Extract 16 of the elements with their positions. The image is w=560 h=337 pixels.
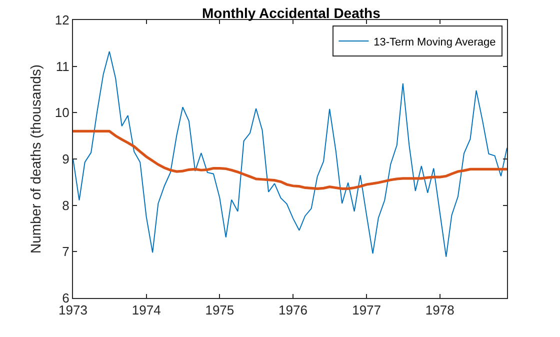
chart-title: Monthly Accidental Deaths	[202, 5, 381, 22]
y-tick-label: 7	[62, 244, 70, 260]
x-tick-label: 1977	[352, 302, 382, 318]
line-series	[73, 51, 507, 258]
y-tick-label: 8	[62, 198, 70, 213]
y-tick-label: 9	[62, 152, 70, 167]
x-tick-label: 1975	[205, 302, 234, 318]
y-tick-label: 10	[54, 105, 70, 120]
y-tick-label: 11	[56, 58, 70, 74]
x-tick-label: 1978	[425, 302, 454, 318]
y-tick-label: 12	[54, 12, 70, 28]
y-axis-title: Number of deaths (thousands)	[28, 64, 44, 254]
line-series	[73, 130, 507, 190]
x-tick-label: 1974	[132, 302, 161, 318]
x-tick-label: 1976	[278, 302, 308, 318]
legend-label: 13-Term Moving Average	[374, 36, 496, 48]
